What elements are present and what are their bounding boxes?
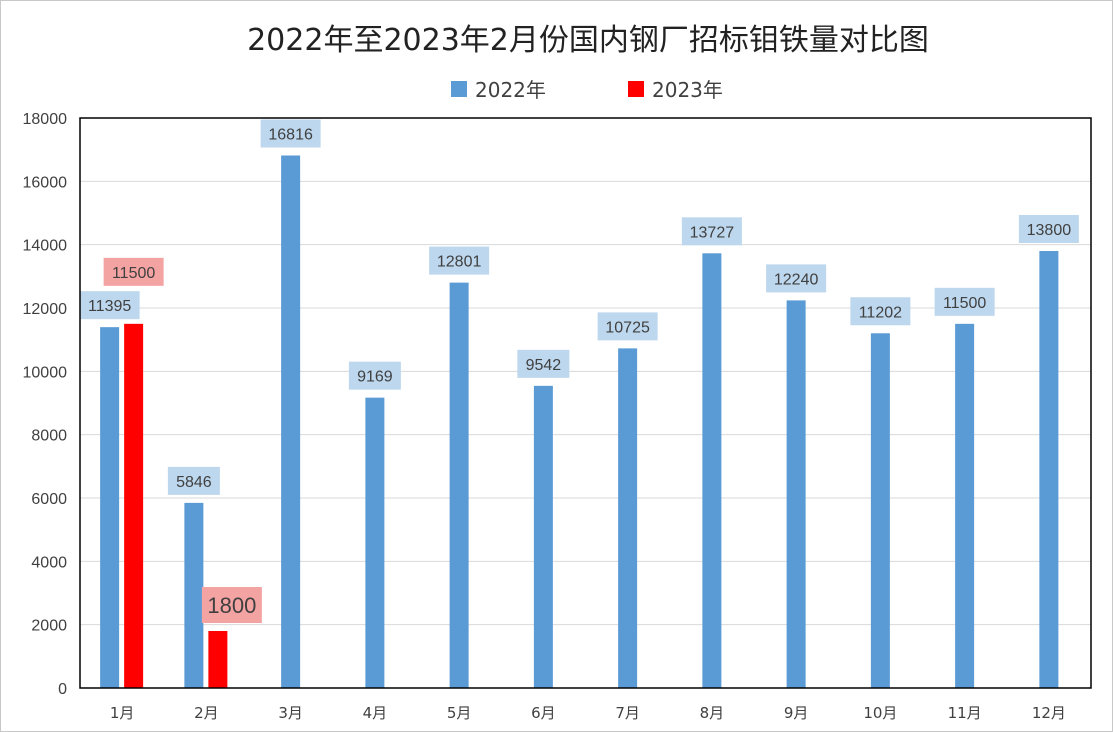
bar: [1039, 251, 1059, 688]
y-tick-label: 0: [58, 681, 67, 698]
legend-swatch: [451, 81, 467, 97]
data-label-box: [103, 257, 164, 286]
y-tick-label: 12000: [23, 301, 68, 318]
bar: [618, 348, 638, 688]
data-label-box: [1018, 215, 1079, 243]
bar: [208, 631, 228, 688]
y-tick-label: 10000: [23, 364, 68, 381]
bar: [124, 323, 144, 688]
x-tick-label: 1月: [110, 704, 135, 722]
y-tick-label: 6000: [31, 491, 67, 508]
y-tick-label: 18000: [23, 111, 68, 128]
data-label-box: [850, 297, 911, 326]
data-label-box: [429, 246, 490, 275]
legend-swatch: [628, 81, 644, 97]
data-label-box: [260, 119, 321, 148]
y-tick-label: 14000: [23, 238, 68, 255]
bar: [184, 502, 204, 688]
x-tick-label: 3月: [278, 704, 303, 722]
data-label-box: [167, 466, 220, 495]
data-labels: 11395 5846 16816 9169 12801 9542 10725 13727 122…: [79, 119, 1079, 623]
x-tick-label: 5月: [447, 704, 472, 722]
y-tick-label: 8000: [31, 428, 67, 445]
data-label-box: [766, 264, 827, 293]
bar: [281, 155, 301, 688]
plot-area-frame: [79, 117, 1092, 689]
data-label: 11500: [112, 265, 155, 282]
data-label-box: [79, 291, 140, 320]
data-label: 12801: [437, 254, 482, 271]
data-label: 9169: [357, 369, 393, 386]
data-label-box: [517, 349, 570, 378]
data-label: 13800: [1027, 222, 1072, 239]
y-tick-label: 16000: [23, 174, 68, 191]
y-tick-label: 2000: [31, 618, 67, 635]
x-tick-label: 11月: [948, 704, 982, 722]
bar: [870, 333, 890, 688]
bar: [702, 253, 722, 689]
x-tick-label: 4月: [363, 704, 388, 722]
legend-label: 2023年: [652, 78, 723, 102]
x-tick-label: 10月: [863, 704, 897, 722]
data-label: 9542: [526, 357, 562, 374]
bar: [786, 300, 806, 688]
data-label-box: [201, 587, 262, 623]
x-tick-label: 8月: [700, 704, 725, 722]
data-label: 13727: [690, 224, 735, 241]
bar: [449, 282, 469, 688]
chart-title: 2022年至2023年2月份国内钢厂招标钼铁量对比图: [247, 23, 929, 58]
data-label: 11395: [88, 298, 131, 315]
data-label: 12240: [774, 271, 819, 288]
bar: [365, 397, 385, 688]
bar: [100, 327, 120, 688]
legend-label: 2022年: [475, 78, 546, 102]
data-label-box: [597, 312, 658, 341]
bar: [533, 385, 553, 688]
data-label-box: [348, 361, 401, 390]
data-label: 11500: [943, 295, 986, 312]
x-tick-label: 7月: [615, 704, 640, 722]
bars: [100, 155, 1059, 689]
data-label: 11202: [859, 304, 902, 321]
y-axis: 0 2000 4000 6000 8000 10000 12000 14000 16000 180…: [23, 111, 68, 698]
data-label: 1800: [207, 593, 256, 618]
data-label: 10725: [605, 319, 650, 336]
data-label-box: [681, 217, 742, 246]
y-tick-label: 4000: [31, 554, 67, 571]
data-label: 16816: [268, 126, 313, 143]
legend: 2022年 2023年: [451, 78, 723, 102]
bar: [955, 323, 975, 688]
data-label: 5846: [176, 474, 212, 491]
x-tick-label: 9月: [784, 704, 809, 722]
gridlines: [80, 180, 1091, 626]
x-tick-label: 6月: [531, 704, 556, 722]
data-label-box: [934, 287, 995, 316]
x-axis: 1月 2月 3月 4月 5月 6月 7月 8月 9月 10月 11月 12月: [110, 704, 1066, 722]
x-tick-label: 12月: [1032, 704, 1066, 722]
x-tick-label: 2月: [194, 704, 219, 722]
